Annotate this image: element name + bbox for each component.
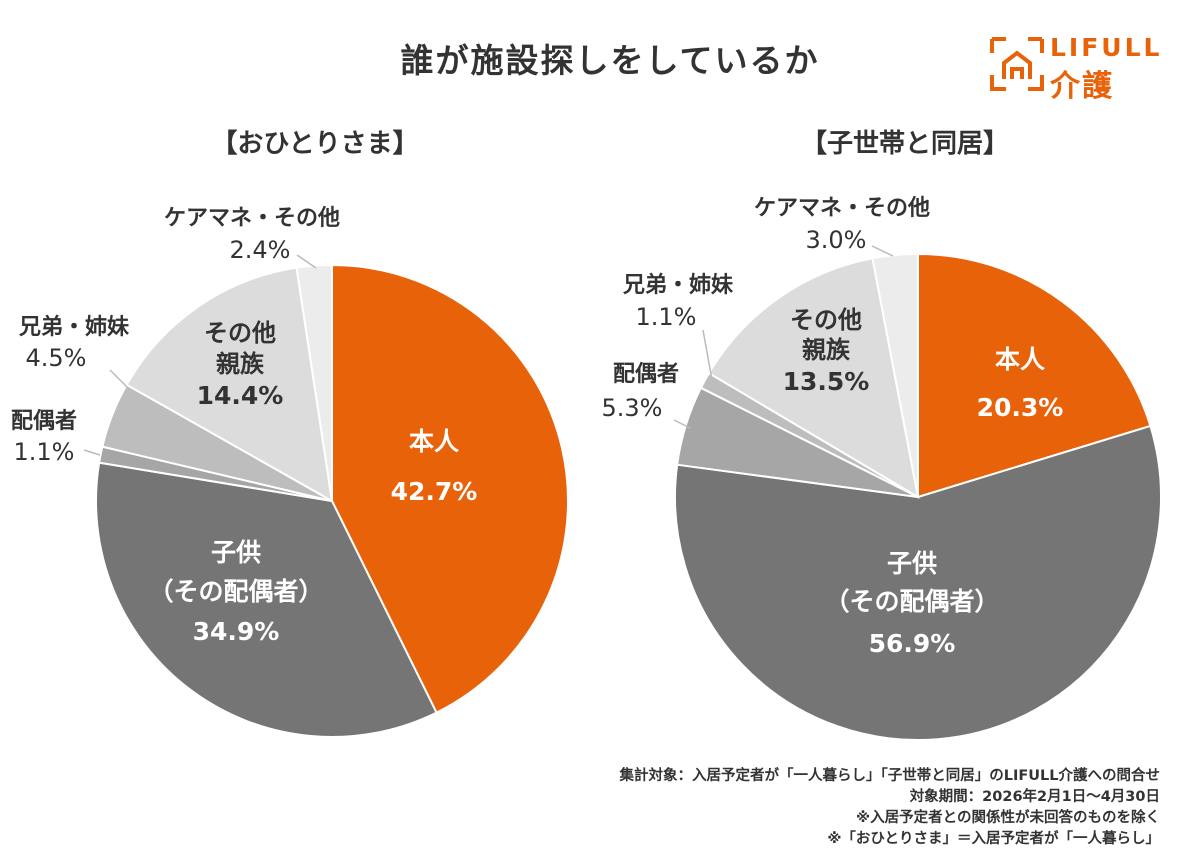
pie-chart-2 [673,245,1162,742]
slice-value-relatives: 14.4% [197,381,284,410]
slice-label-spouse: 配偶者 [613,362,679,387]
footnote-exclusion: ※入居予定者との関係性が未回答のものを除く [856,810,1160,826]
pie-slice-caremanager [295,263,333,502]
pie-slice-child [94,461,438,738]
slice-label-caremanager: ケアマネ・その他 [754,196,930,221]
pie-slice-self [331,263,569,714]
slice-label-self: 本人 [995,345,1045,374]
footnote-target: 集計対象：入居予定者が「一人暮らし」「子世帯と同居」のLIFULL介護への問合せ [619,768,1160,784]
slice-value-spouse: 5.3% [602,394,663,422]
slice-value-relatives: 13.5% [783,367,870,396]
footnote-definition: ※「おひとりさま」＝入居予定者が「一人暮らし」 [827,831,1160,847]
slice-value-sibling: 1.1% [636,303,697,331]
leader-line-spouse [673,419,691,429]
slice-label-relatives: その他 [204,319,276,347]
slice-label-relatives-2: 親族 [802,336,851,364]
slice-label-relatives: その他 [790,306,862,334]
leader-line-sibling [109,369,131,391]
slice-label-self: 本人 [409,427,459,456]
slice-value-caremanager: 3.0% [806,226,867,254]
slice-value-child: 34.9% [193,617,280,646]
page-title: 誰が施設探しをしているか [400,41,820,80]
pie-slice-self [917,252,1152,499]
pie-slice-child [674,424,1162,742]
footnote-period: 対象期間：2026年2月1日～4月30日 [909,789,1160,805]
footnotes: 集計対象：入居予定者が「一人暮らし」「子世帯と同居」のLIFULL介護への問合せ… [619,766,1160,850]
slice-value-self: 20.3% [977,393,1064,422]
chart-title: 【おひとりさま】 [211,129,418,159]
leader-line-sibling [702,329,713,381]
lifull-kaigo-logo: LIFULL 介護 [988,33,1178,104]
slice-value-sibling: 4.5% [26,344,87,372]
logo-text-ja: 介護 [1050,69,1114,104]
leader-line-caremanager [296,254,317,269]
pie-slice-relatives [125,266,334,503]
slice-label-sibling: 兄弟・姉妹 [622,272,734,298]
slice-value-spouse: 1.1% [14,438,75,466]
slice-label-relatives-2: 親族 [216,350,265,378]
slice-label-child-spouse: （その配偶者） [824,587,999,616]
slice-value-caremanager: 2.4% [230,236,291,264]
leader-line-spouse [83,449,101,456]
leader-line-caremanager [871,245,894,257]
slice-label-sibling: 兄弟・姉妹 [18,314,130,340]
slice-label-caremanager: ケアマネ・その他 [164,206,340,231]
house-logo-icon [990,37,1044,91]
slice-value-child: 56.9% [869,629,956,658]
pie-slice-caremanager [871,252,919,498]
slice-label-child: 子供 [211,538,261,567]
slice-label-spouse: 配偶者 [11,409,77,434]
slice-value-self: 42.7% [391,477,478,506]
slice-label-child-spouse: （その配偶者） [148,577,323,606]
slice-label-child: 子供 [887,549,937,578]
chart-title: 【子世帯と同居】 [801,129,1009,159]
pie-slice-relatives [707,257,920,499]
pie-chart-1 [83,254,569,738]
logo-text-en: LIFULL [1050,33,1163,62]
